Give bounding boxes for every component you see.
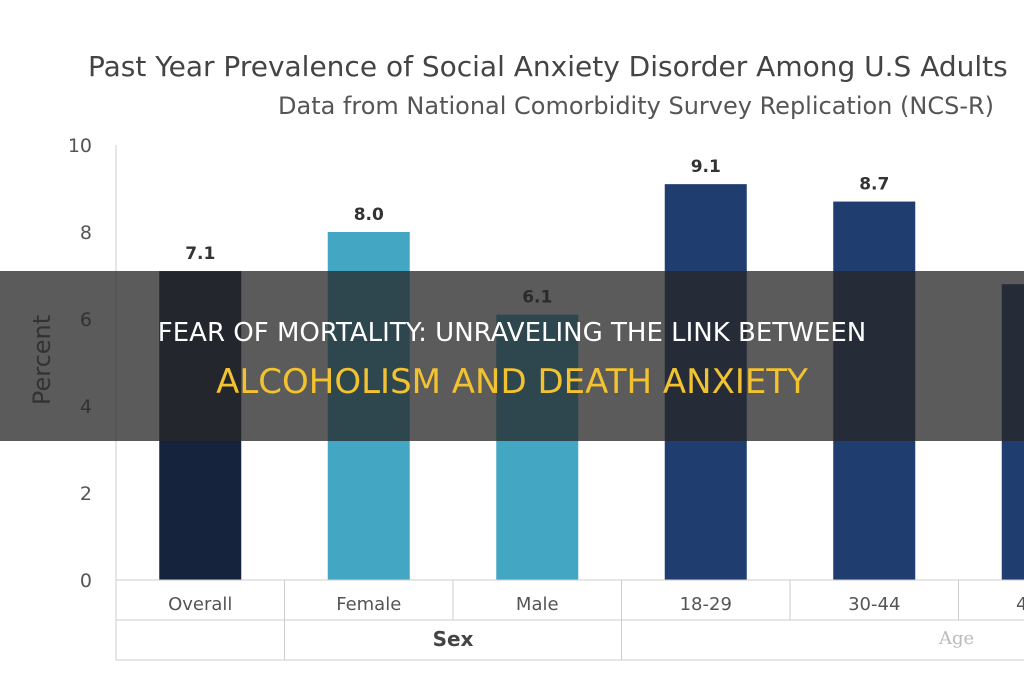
chart-title: Past Year Prevalence of Social Anxiety D…: [88, 50, 1008, 83]
y-tick-label: 0: [80, 570, 92, 592]
group-label: Sex: [433, 627, 474, 651]
y-tick-label: 10: [68, 135, 92, 157]
x-tick-label: 4: [1016, 594, 1024, 615]
bar-data-label: 8.0: [354, 205, 384, 225]
x-tick-label: Female: [336, 594, 401, 615]
x-tick-label: Male: [516, 594, 559, 615]
x-tick-label: 30-44: [848, 594, 900, 615]
category-table: Overall Female Male 18-29 30-44 4 Sex: [115, 579, 1024, 661]
y-tick-label: 2: [80, 483, 92, 505]
bar-data-label: 8.7: [859, 175, 889, 195]
x-tick-label: 18-29: [680, 594, 732, 615]
x-tick-label: Overall: [168, 594, 232, 615]
bar-data-label: 9.1: [691, 157, 721, 177]
y-tick-label: 8: [80, 222, 92, 244]
bar-data-label: 7.1: [185, 244, 215, 264]
chart-subtitle: Data from National Comorbidity Survey Re…: [278, 92, 995, 120]
headline-line-1: FEAR OF MORTALITY: UNRAVELING THE LINK B…: [157, 318, 867, 348]
headline-line-2: ALCOHOLISM AND DEATH ANXIETY: [216, 362, 808, 402]
watermark-text: Age: [939, 628, 975, 649]
headline-banner: [0, 271, 1024, 441]
